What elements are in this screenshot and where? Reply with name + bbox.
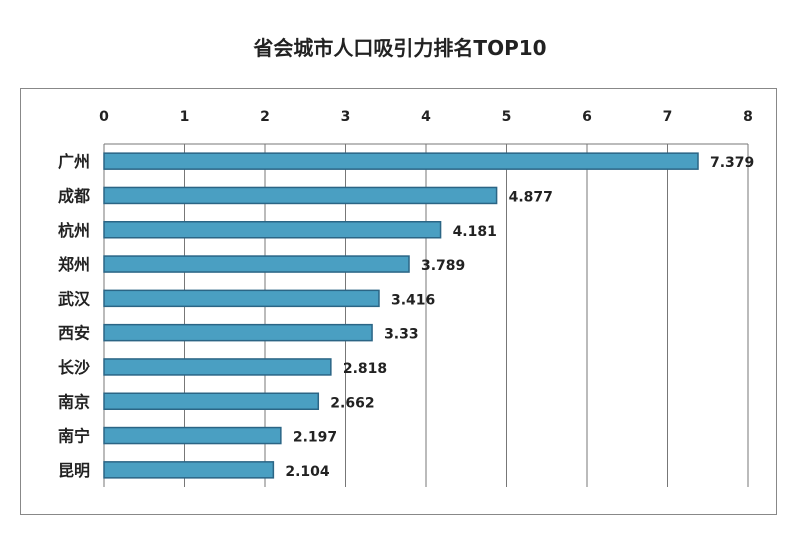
- category-label: 长沙: [58, 358, 90, 377]
- x-tick-label: 4: [421, 109, 431, 125]
- data-label: 2.197: [293, 430, 337, 446]
- data-label: 2.662: [330, 395, 374, 411]
- category-label: 郑州: [58, 255, 90, 274]
- x-tick-label: 8: [743, 109, 753, 125]
- x-tick-label: 2: [260, 109, 270, 125]
- x-tick-label: 5: [502, 109, 512, 125]
- chart-frame: [20, 88, 777, 515]
- category-label: 成都: [58, 186, 90, 205]
- data-label: 3.416: [391, 292, 435, 308]
- category-label: 昆明: [58, 461, 90, 480]
- data-label: 2.818: [343, 361, 387, 377]
- x-tick-label: 3: [341, 109, 351, 125]
- bar: [103, 323, 373, 342]
- category-label: 杭州: [58, 221, 90, 240]
- x-tick-label: 7: [663, 109, 673, 125]
- bar: [103, 461, 275, 479]
- x-tick-label: 1: [180, 109, 190, 125]
- x-tick-label: 6: [582, 109, 592, 125]
- data-label: 2.104: [285, 464, 330, 480]
- bar: [103, 426, 282, 445]
- bar: [103, 221, 442, 239]
- data-label: 4.181: [453, 224, 497, 240]
- category-label: 武汉: [58, 289, 91, 308]
- bar: [103, 289, 380, 308]
- category-label: 西安: [58, 324, 90, 343]
- category-label: 广州: [58, 152, 90, 171]
- bar: [103, 255, 410, 273]
- data-label: 4.877: [509, 189, 553, 205]
- category-label: 南京: [58, 392, 90, 411]
- data-label: 7.379: [710, 155, 754, 171]
- chart-title: 省会城市人口吸引力排名TOP10: [253, 36, 547, 60]
- category-label: 南宁: [58, 427, 90, 446]
- bar: [103, 358, 332, 376]
- x-tick-label: 0: [99, 109, 109, 125]
- data-label: 3.789: [421, 258, 465, 274]
- bar: [103, 186, 498, 205]
- data-label: 3.33: [384, 327, 419, 343]
- bar: [103, 392, 320, 410]
- bar: [103, 152, 699, 170]
